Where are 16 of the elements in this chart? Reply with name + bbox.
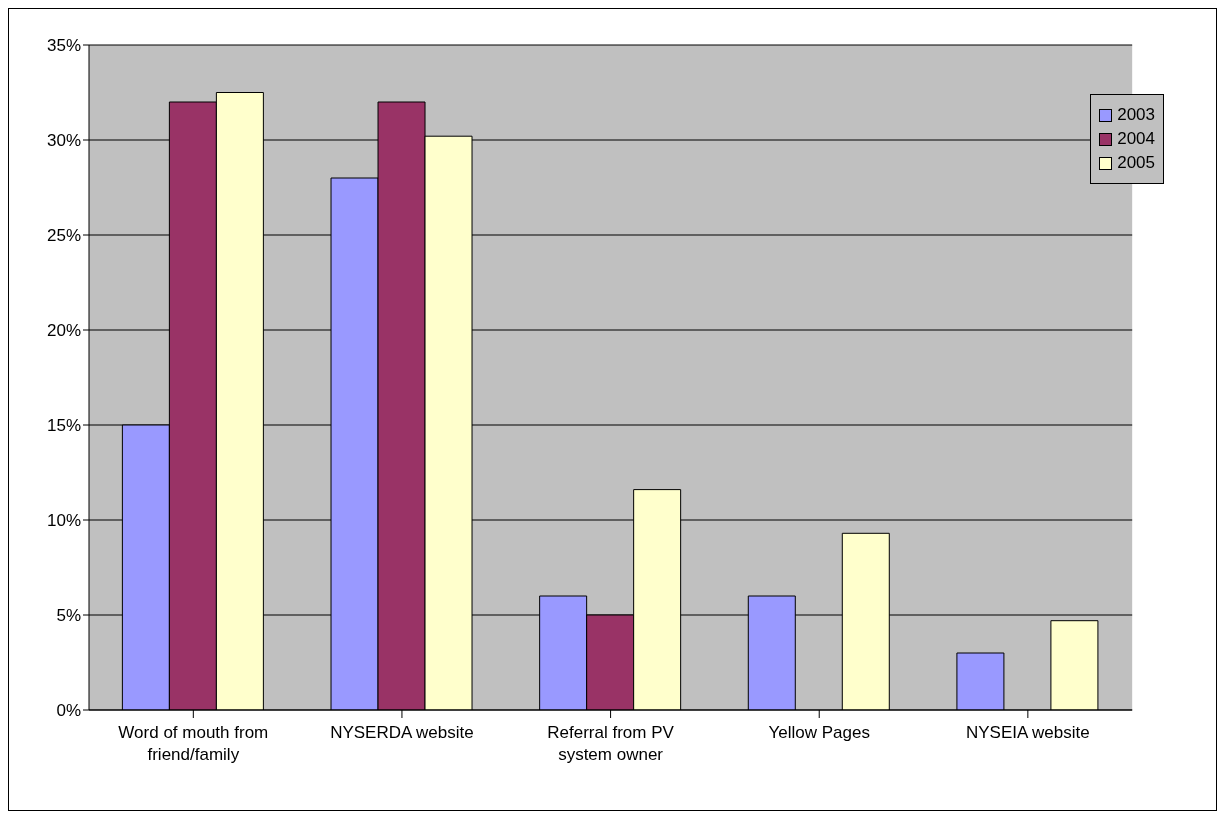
y-tick-label: 15% <box>46 416 81 436</box>
y-tick-label: 0% <box>56 701 81 721</box>
x-tick-label: Word of mouth from friend/family <box>118 723 269 764</box>
y-tick-label: 20% <box>46 321 81 341</box>
y-tick-label: 30% <box>46 131 81 151</box>
x-tick-label: NYSEIA website <box>965 723 1090 742</box>
y-tick-label: 5% <box>56 606 81 626</box>
x-tick-label: Referral from PV system owner <box>547 723 675 764</box>
legend-label: 2003 <box>1117 105 1155 125</box>
y-tick-label: 25% <box>46 226 81 246</box>
legend-label: 2005 <box>1117 153 1155 173</box>
x-tick-label: NYSERDA website <box>330 723 474 742</box>
legend-label: 2004 <box>1117 129 1155 149</box>
y-tick-label: 35% <box>46 36 81 56</box>
x-tick-label: Yellow Pages <box>768 723 870 742</box>
y-tick-label: 10% <box>46 511 81 531</box>
